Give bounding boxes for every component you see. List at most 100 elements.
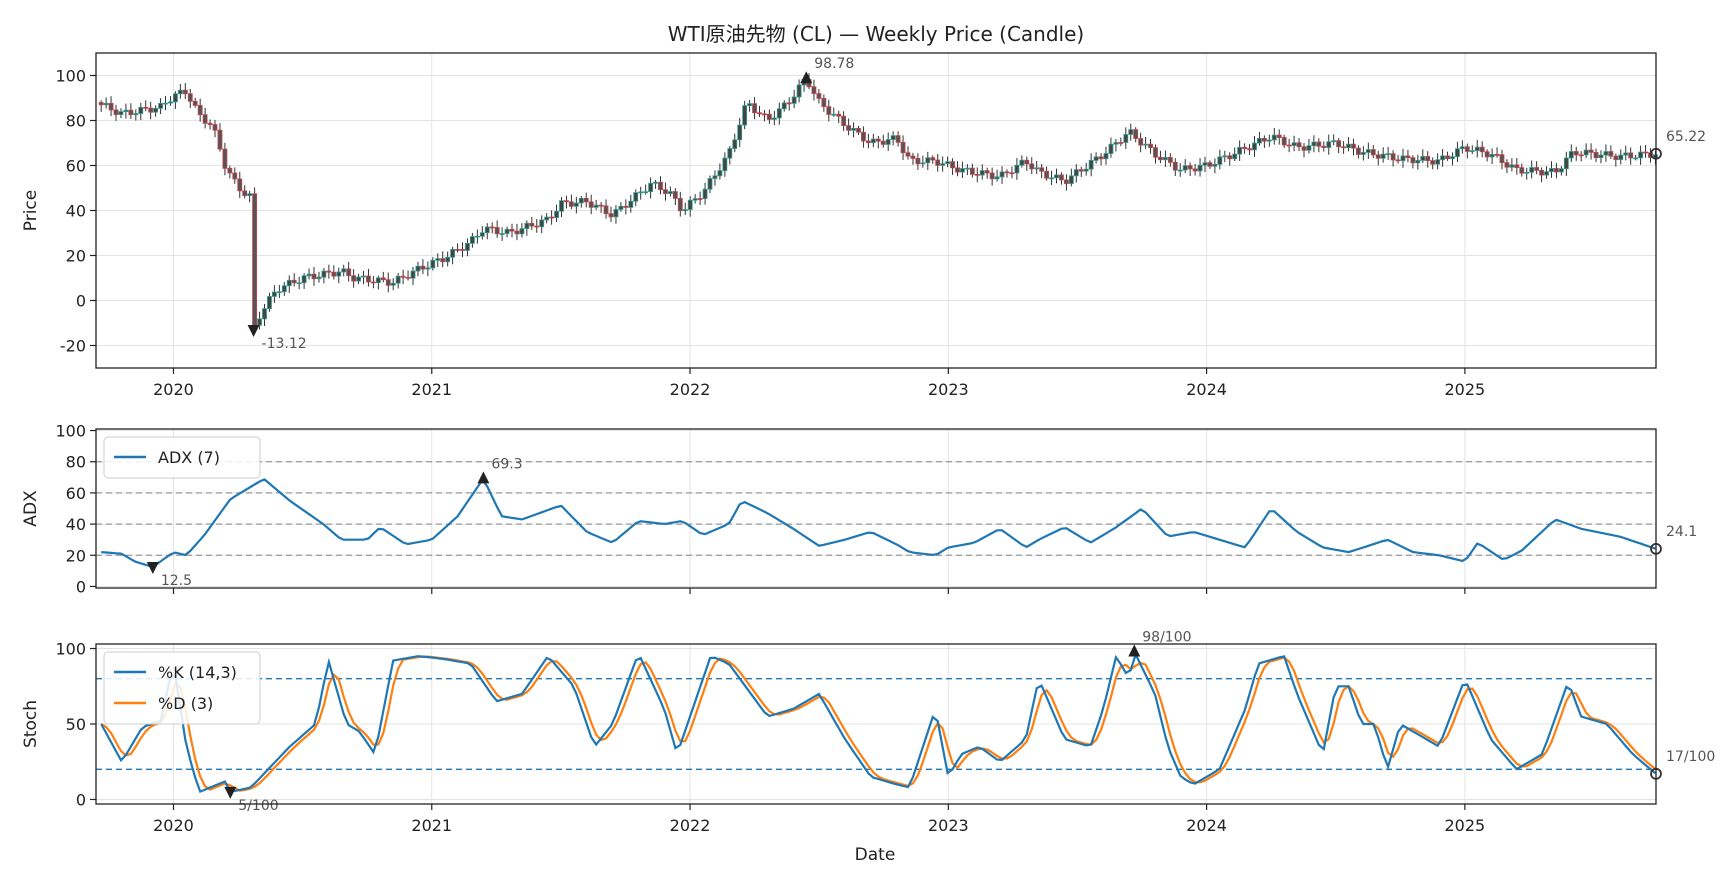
last-value-annotation: 17/100	[1666, 749, 1715, 765]
candle-down	[1192, 168, 1198, 172]
candle-down	[148, 107, 154, 113]
y-tick-label: -20	[60, 337, 86, 356]
candle-down	[1588, 149, 1594, 153]
candle-up	[1331, 140, 1337, 143]
legend-label: %D (3)	[158, 694, 213, 713]
candle-down	[549, 216, 555, 219]
candle-down	[1167, 157, 1173, 163]
candle-down	[1464, 146, 1470, 152]
candle-up	[1544, 171, 1549, 176]
candle-down	[1138, 138, 1144, 146]
candle-up	[781, 102, 787, 110]
candle-up	[732, 139, 738, 149]
candle-up	[628, 200, 634, 208]
candle-down	[1593, 151, 1599, 159]
candle-up	[276, 291, 282, 294]
candle-up	[118, 111, 124, 115]
candle-up	[890, 135, 896, 140]
candle-up	[138, 106, 144, 114]
chart-title: WTI原油先物 (CL) — Weekly Price (Candle)	[668, 22, 1084, 46]
x-tick-label: 2023	[928, 816, 969, 835]
candle-up	[1088, 159, 1094, 170]
candle-down	[608, 213, 614, 218]
candle-up	[1474, 146, 1480, 152]
candle-down	[143, 106, 149, 109]
candle-down	[697, 198, 703, 200]
candle-up	[1049, 177, 1054, 180]
candle-down	[1247, 148, 1252, 151]
y-tick-label: 0	[76, 292, 86, 311]
candle-up	[578, 197, 584, 204]
candle-down	[529, 222, 535, 227]
candle-down	[514, 230, 520, 235]
candle-down	[1286, 144, 1292, 147]
candle-down	[202, 114, 208, 124]
candle-down	[1172, 161, 1178, 171]
candle-down	[1281, 137, 1287, 146]
candle-down	[836, 113, 842, 117]
candle-up	[1450, 156, 1455, 159]
candle-down	[1425, 156, 1431, 161]
candle-up	[1266, 139, 1272, 142]
candle-down	[400, 275, 406, 278]
candle-down	[598, 204, 604, 207]
candle-down	[955, 167, 960, 173]
candle-down	[1539, 169, 1544, 176]
candle-down	[1405, 155, 1411, 159]
candle-up	[1108, 143, 1114, 154]
candle-up	[1054, 174, 1059, 179]
x-tick-label: 2021	[411, 380, 452, 399]
candle-down	[366, 275, 371, 283]
candle-down	[583, 197, 589, 203]
x-tick-label: 2020	[153, 380, 194, 399]
candle-down	[351, 275, 357, 282]
candle-up	[1459, 146, 1465, 150]
candle-up	[1509, 164, 1515, 168]
x-tick-label: 2022	[670, 380, 711, 399]
candle-up	[1524, 171, 1530, 174]
x-tick-label: 2020	[153, 816, 194, 835]
candle-down	[658, 181, 663, 191]
candle-down	[915, 158, 921, 165]
candle-up	[306, 273, 312, 277]
panel-2: 100 80 60 40 20 0 ADX ADX (7) 69.3 12.5 24.1	[21, 422, 1697, 597]
candle-up	[1306, 145, 1312, 151]
candle-down	[1316, 141, 1322, 147]
candle-up	[1638, 151, 1643, 159]
min-marker	[224, 786, 237, 799]
candle-down	[222, 148, 228, 169]
candle-down	[1504, 162, 1510, 168]
candle-up	[1232, 153, 1238, 160]
candle-up	[390, 282, 396, 286]
candle-down	[217, 129, 223, 150]
y-axis-label: Stoch	[21, 700, 41, 748]
x-tick-label: 2023	[928, 380, 969, 399]
y-tick-label: 100	[55, 67, 86, 86]
candle-up	[1068, 175, 1074, 184]
candle-up	[177, 89, 183, 95]
min-annotation: -13.12	[262, 336, 307, 352]
candle-up	[158, 103, 163, 109]
candle-up	[1237, 146, 1243, 155]
candle-up	[1123, 134, 1129, 143]
panel-1: 2020 2021 2022 2023 2024 2025 100 80 60 40 20 0 -20 P…	[21, 52, 1706, 399]
candle-down	[900, 141, 906, 154]
candle-down	[786, 102, 792, 105]
series-line-d	[100, 655, 1657, 792]
candle-up	[1380, 153, 1386, 159]
candle-down	[856, 127, 861, 133]
candle-down	[1445, 155, 1450, 159]
candle-down	[326, 270, 332, 273]
candle-up	[727, 148, 733, 159]
x-axis-label: Date	[855, 845, 896, 865]
candle-up	[1197, 164, 1203, 172]
panel-3: 2020 2021 2022 2023 2024 2025 100 50 0 Stoch %K (1…	[21, 630, 1715, 835]
max-marker	[477, 471, 490, 484]
y-tick-label: 0	[76, 790, 86, 809]
min-annotation: 5/100	[238, 798, 278, 814]
candle-up	[573, 202, 579, 207]
candle-up	[499, 233, 505, 235]
candle-down	[984, 170, 990, 174]
candle-up	[1489, 154, 1495, 158]
candle-up	[687, 199, 693, 210]
